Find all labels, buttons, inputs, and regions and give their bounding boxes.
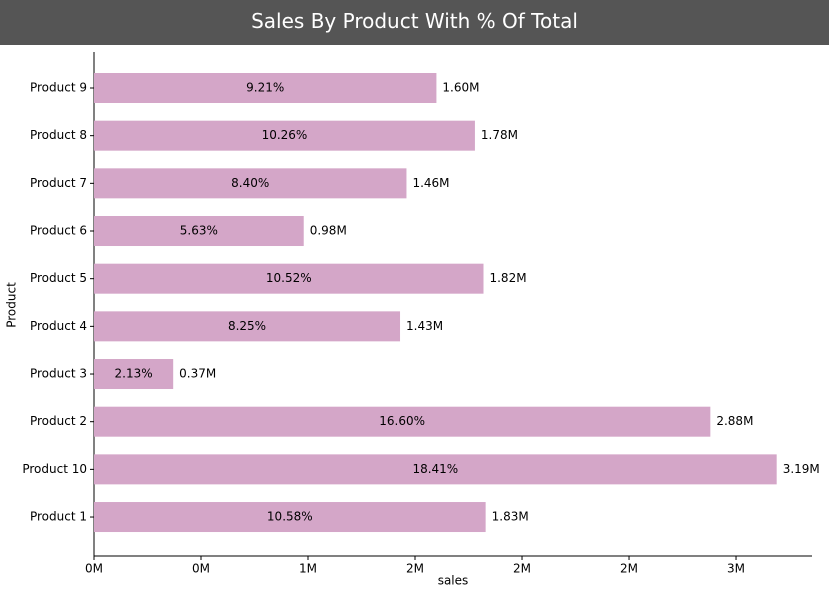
- share-label: 5.63%: [180, 224, 218, 238]
- y-tick-label: Product 10: [22, 462, 87, 476]
- chart: Product sales 0M 0M 1M 2M 2M 2M 3M Product 9 9.2…: [5, 52, 820, 588]
- bar: [94, 454, 777, 485]
- x-tick-label: 3M: [727, 562, 745, 576]
- bar: [94, 120, 475, 151]
- value-label: 1.60M: [442, 81, 479, 95]
- y-tick-label: Product 6: [30, 224, 87, 238]
- x-tick-label: 2M: [620, 562, 638, 576]
- bar: [94, 311, 401, 342]
- share-label: 8.25%: [228, 319, 266, 333]
- value-label: 0.98M: [310, 224, 347, 238]
- bar: [94, 502, 486, 533]
- x-tick-label: 2M: [513, 562, 531, 576]
- bar: [94, 168, 407, 199]
- bar: [94, 73, 437, 103]
- y-tick-label: Product 9: [30, 81, 87, 95]
- share-label: 8.40%: [231, 176, 269, 190]
- share-label: 10.26%: [262, 128, 308, 142]
- y-tick-label: Product 3: [30, 367, 87, 381]
- share-label: 10.58%: [267, 510, 313, 524]
- value-label: 1.82M: [489, 271, 526, 285]
- value-label: 1.46M: [412, 176, 449, 190]
- value-label: 1.78M: [481, 128, 518, 142]
- y-tick-label: Product 1: [30, 510, 87, 524]
- share-label: 16.60%: [379, 414, 425, 428]
- chart-title: Sales By Product With % Of Total: [0, 0, 829, 45]
- bar: [94, 359, 174, 390]
- bar: [94, 263, 484, 294]
- value-label: 0.37M: [179, 367, 216, 381]
- share-label: 10.52%: [266, 271, 312, 285]
- value-label: 2.88M: [716, 414, 753, 428]
- value-label: 3.19M: [783, 462, 820, 476]
- share-label: 18.41%: [412, 462, 458, 476]
- bar: [94, 406, 711, 437]
- y-axis-label: Product: [5, 282, 19, 328]
- x-tick-label: 0M: [192, 562, 210, 576]
- share-label: 9.21%: [246, 81, 284, 95]
- x-tick-label: 2M: [406, 562, 424, 576]
- x-tick-label: 1M: [299, 562, 317, 576]
- y-tick-label: Product 2: [30, 414, 87, 428]
- y-tick-label: Product 8: [30, 128, 87, 142]
- y-tick-label: Product 5: [30, 271, 87, 285]
- y-tick-label: Product 4: [30, 319, 87, 333]
- value-label: 1.83M: [492, 510, 529, 524]
- value-label: 1.43M: [406, 319, 443, 333]
- bar: [94, 216, 304, 247]
- share-label: 2.13%: [115, 367, 153, 381]
- y-tick-label: Product 7: [30, 176, 87, 190]
- x-axis-label: sales: [438, 574, 469, 588]
- x-tick-label: 0M: [85, 562, 103, 576]
